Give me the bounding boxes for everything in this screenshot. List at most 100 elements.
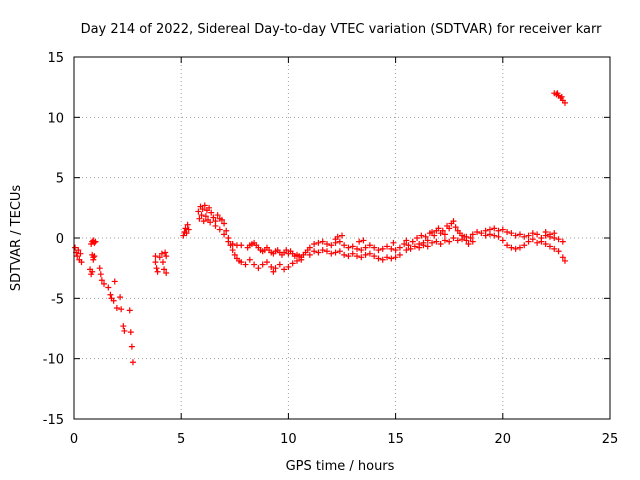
data-point (202, 213, 209, 220)
data-point (212, 222, 219, 229)
data-point (384, 243, 391, 250)
data-point (465, 241, 472, 248)
data-point (558, 93, 565, 100)
data-point (414, 235, 421, 241)
x-tick-label: 10 (280, 432, 297, 447)
data-point (154, 268, 161, 275)
data-point (422, 233, 429, 240)
data-point (332, 249, 339, 256)
data-point (349, 250, 356, 257)
data-point (97, 271, 104, 278)
data-point (512, 232, 519, 239)
data-point (512, 245, 519, 252)
data-point (349, 243, 356, 250)
data-point (546, 243, 553, 250)
data-point (152, 259, 159, 266)
data-point (293, 257, 300, 264)
data-point (180, 232, 187, 239)
data-point (319, 247, 326, 254)
data-point (225, 238, 232, 245)
data-point (159, 259, 166, 266)
data-point (78, 259, 85, 266)
data-point (238, 259, 245, 266)
data-point (107, 291, 114, 298)
data-point (306, 251, 313, 258)
data-point (242, 261, 249, 268)
data-point (210, 214, 217, 221)
data-point (358, 247, 365, 254)
data-point (74, 253, 81, 260)
data-point (379, 245, 386, 252)
x-tick-label: 25 (602, 432, 619, 447)
data-point (281, 266, 288, 273)
x-tick-label: 0 (70, 432, 78, 447)
data-point (463, 233, 470, 240)
y-axis-ticks: 15 10 5 0 -5 -10 -15 (43, 51, 610, 428)
data-point (390, 239, 397, 246)
data-point (491, 232, 498, 239)
data-point (311, 248, 318, 255)
data-point (311, 241, 318, 248)
data-point (238, 242, 245, 249)
data-point (89, 268, 96, 275)
data-point (315, 249, 322, 256)
data-point (229, 247, 236, 254)
data-point (435, 225, 442, 232)
y-tick-label: 15 (47, 51, 64, 66)
data-point (216, 226, 223, 233)
data-point (424, 243, 431, 250)
data-point (334, 233, 341, 240)
data-point (101, 280, 108, 287)
x-axis-ticks: 0 5 10 15 20 25 (70, 57, 618, 447)
data-point (163, 253, 170, 260)
data-point (92, 238, 99, 245)
data-point (354, 253, 361, 260)
data-point (420, 242, 427, 249)
data-point (538, 238, 545, 245)
y-tick-label: -5 (51, 292, 64, 307)
data-point (403, 237, 410, 244)
x-tick-label: 15 (387, 432, 404, 447)
data-point (409, 238, 416, 245)
data-point (366, 242, 373, 249)
data-point (90, 254, 97, 261)
data-point (424, 237, 431, 244)
data-point (272, 265, 279, 272)
data-point (276, 261, 283, 268)
data-point (396, 251, 403, 258)
data-point (529, 230, 536, 237)
data-point (407, 245, 414, 252)
data-point (356, 238, 363, 245)
data-points (72, 90, 568, 366)
data-point (201, 202, 208, 209)
data-point (128, 343, 135, 350)
y-tick-label: 0 (56, 232, 64, 247)
data-point (529, 236, 536, 243)
data-point (183, 230, 190, 237)
data-point (360, 237, 367, 244)
data-point (319, 238, 326, 245)
data-point (486, 231, 493, 238)
data-point (559, 254, 566, 261)
data-point (433, 238, 440, 245)
data-point (207, 219, 214, 226)
data-point (495, 233, 502, 240)
data-point (429, 239, 436, 246)
data-point (446, 225, 453, 232)
data-point (555, 236, 562, 243)
data-point (306, 244, 313, 251)
data-point (289, 260, 296, 267)
data-point (521, 233, 528, 240)
data-point (263, 259, 270, 266)
data-point (246, 256, 253, 263)
y-tick-label: 10 (47, 111, 64, 126)
data-point (223, 227, 230, 234)
data-point (441, 237, 448, 244)
data-point (298, 256, 305, 263)
data-point (561, 257, 568, 264)
data-point (555, 248, 562, 255)
x-axis-label: GPS time / hours (286, 459, 395, 474)
data-point (411, 243, 418, 250)
data-point (388, 255, 395, 262)
